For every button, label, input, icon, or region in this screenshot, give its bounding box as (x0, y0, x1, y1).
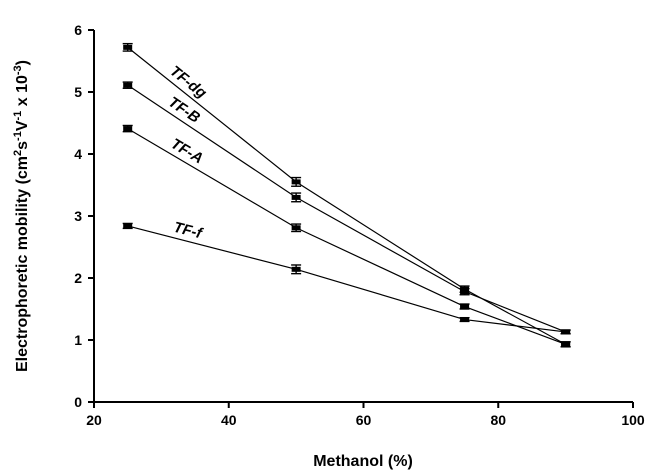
x-tick-label: 20 (86, 412, 102, 428)
y-tick-label: 3 (74, 208, 82, 224)
y-tick-label: 0 (74, 394, 82, 410)
x-tick-label: 100 (621, 412, 645, 428)
x-ticks: 20 40 60 80 100 (86, 402, 645, 428)
data-point (460, 304, 470, 310)
y-tick-label: 5 (74, 84, 82, 100)
series-line-tf-dg (127, 46, 566, 345)
series-line-tf-b (127, 84, 566, 333)
x-tick-label: 40 (221, 412, 237, 428)
y-tick-label: 1 (74, 332, 82, 348)
data-point (123, 126, 133, 132)
data-point (291, 194, 301, 200)
data-point (291, 266, 301, 272)
axes (93, 30, 633, 403)
y-tick-label: 6 (74, 22, 82, 38)
data-point (561, 341, 571, 347)
y-ticks: 0 1 2 3 4 5 6 (74, 22, 94, 410)
series-group (122, 42, 571, 348)
y-axis-title: Electrophoretic mobility (cm2s-1V-1 x 10… (12, 60, 31, 372)
x-tick-label: 60 (356, 412, 372, 428)
data-point (561, 329, 571, 335)
data-point (123, 82, 133, 88)
series-label: TF-A (168, 135, 206, 167)
data-point (123, 223, 133, 229)
data-point (460, 317, 470, 323)
x-tick-label: 80 (490, 412, 506, 428)
data-point (123, 44, 133, 50)
data-point (291, 225, 301, 231)
y-tick-label: 2 (74, 270, 82, 286)
data-point (460, 289, 470, 295)
data-point (291, 179, 301, 185)
y-tick-label: 4 (74, 146, 82, 162)
x-axis-title: Methanol (%) (313, 453, 413, 470)
series-line-tf-f (127, 225, 566, 333)
